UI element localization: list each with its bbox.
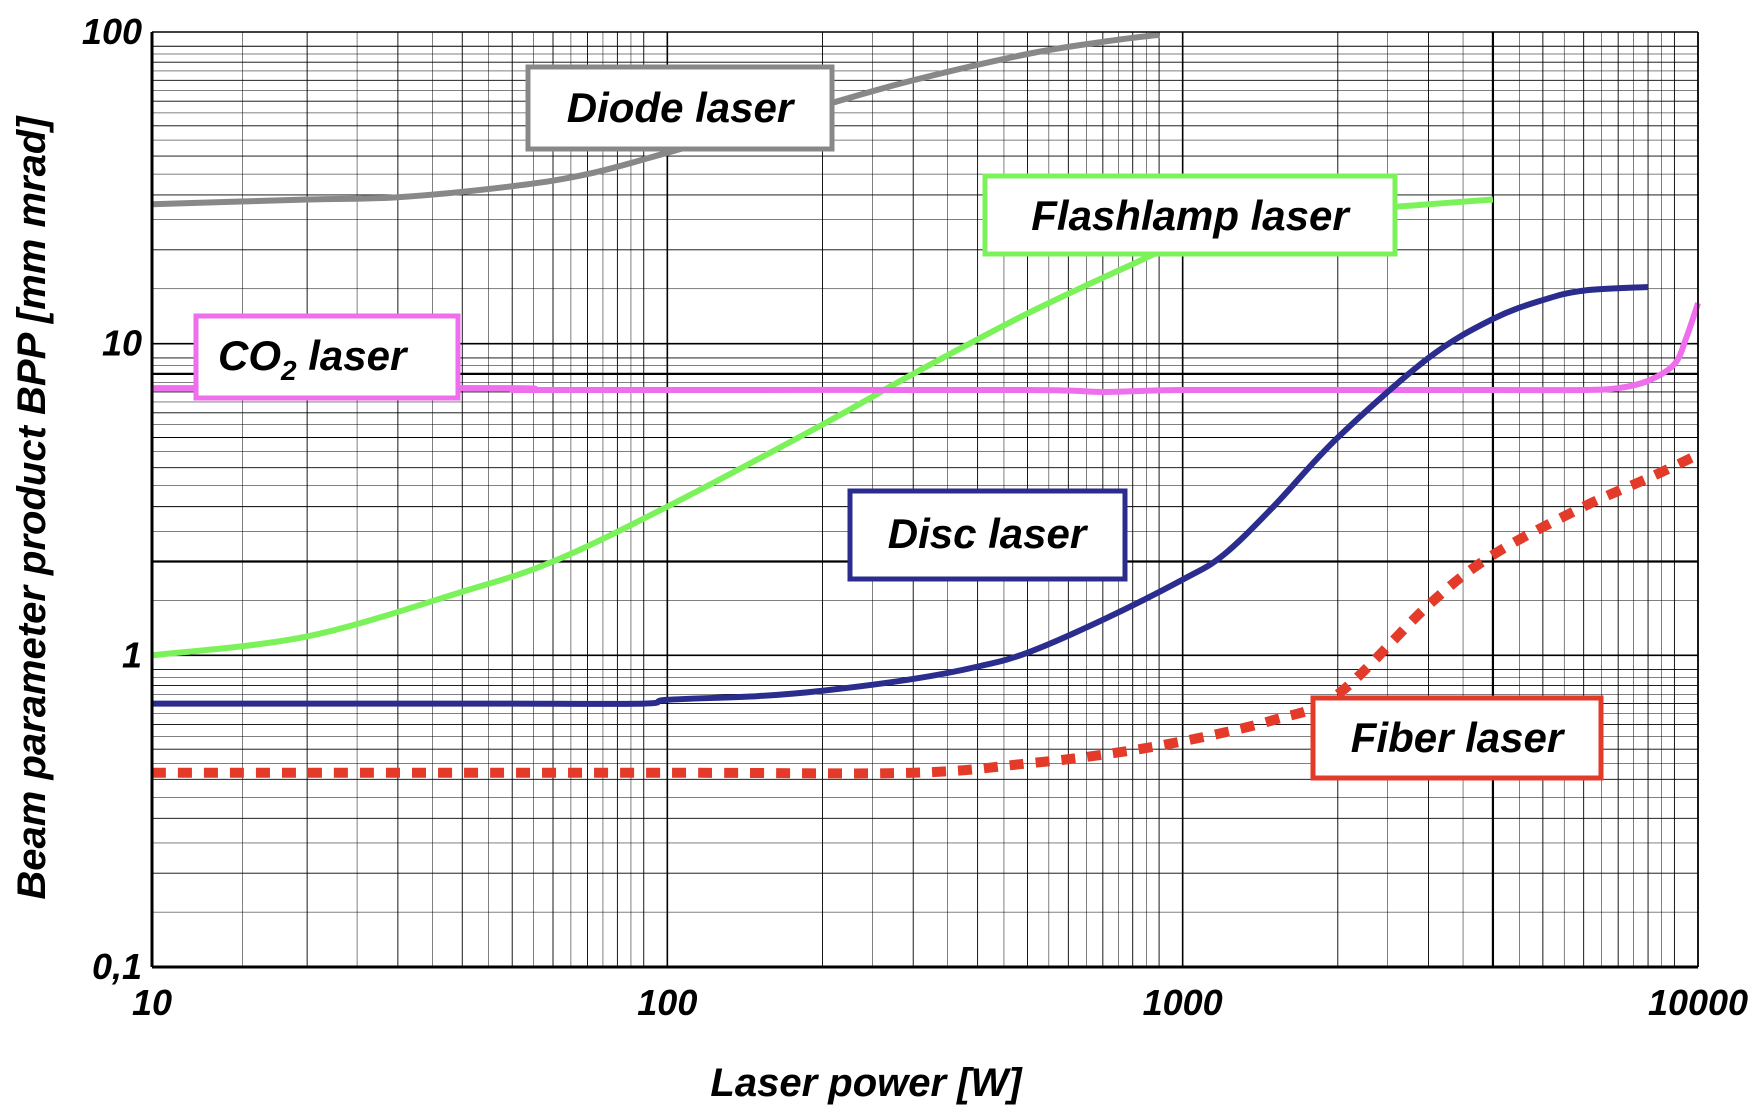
legend-co2-rest: laser [297,332,409,379]
y-tick-label: 1 [122,634,142,675]
series-line-disc-laser [152,283,1649,707]
series-line-co2-laser [151,302,1701,395]
tick-labels: 10 100 1000 10000 0,1 1 10 100 [82,11,1748,1023]
legend-co2-main: CO [218,332,281,379]
legend-flashlamp-label: Flashlamp laser [1031,192,1351,239]
legend-boxes: Diode laser Flashlamp laser CO2 laser Di… [193,64,1604,781]
x-tick-label: 10000 [1648,982,1748,1023]
x-tick-label: 100 [637,982,697,1023]
legend-co2-sub: 2 [280,355,297,386]
legend-disc-label: Disc laser [888,510,1089,557]
legend-fiber: Fiber laser [1310,695,1604,781]
series-line-fiber-laser [152,450,1701,779]
legend-diode: Diode laser [525,64,835,152]
x-axis-title: Laser power [W] [710,1061,1023,1105]
y-tick-label: 10 [102,323,142,364]
y-axis-title: Beam parameter product BPP [mm mrad] [10,115,54,900]
y-tick-label: 100 [82,11,142,52]
legend-disc: Disc laser [847,488,1128,582]
y-tick-label: 0,1 [92,946,142,987]
legend-flashlamp: Flashlamp laser [982,173,1398,257]
legend-co2-label: CO2 laser [218,332,409,386]
legend-fiber-label: Fiber laser [1351,714,1566,761]
legend-co2: CO2 laser [193,313,461,401]
x-tick-label: 10 [132,982,172,1023]
axes [150,31,1699,969]
x-tick-label: 1000 [1143,982,1223,1023]
legend-diode-label: Diode laser [567,84,796,131]
